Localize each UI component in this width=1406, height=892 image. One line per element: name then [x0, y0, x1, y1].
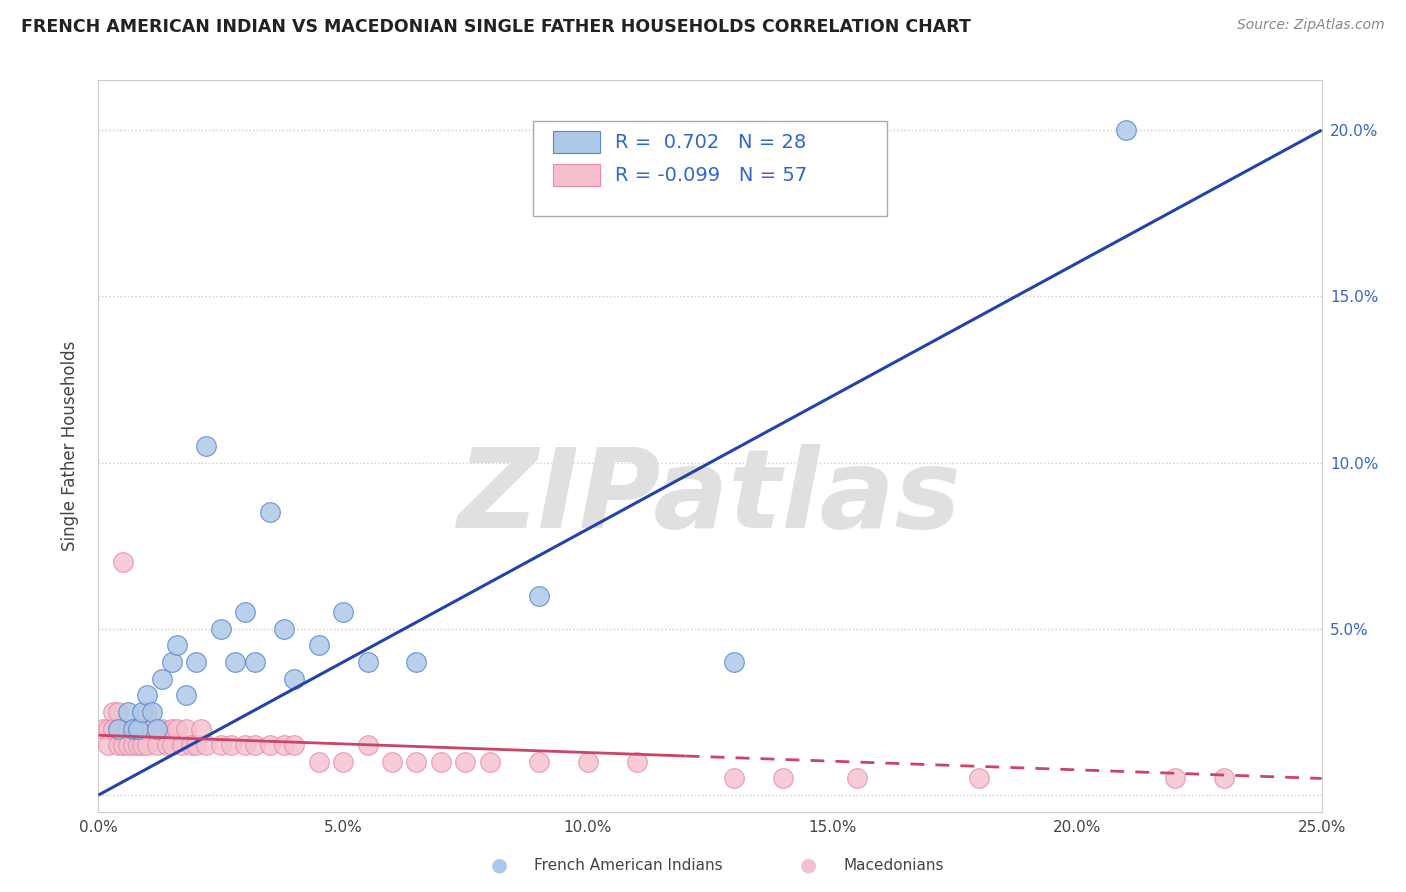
Point [186, 655, 208, 669]
Point [259, 506, 281, 520]
Point [224, 655, 246, 669]
Point [283, 672, 305, 686]
Y-axis label: Single Father Households: Single Father Households [60, 341, 79, 551]
Point [111, 738, 134, 752]
Point [111, 555, 134, 569]
Point [233, 738, 256, 752]
Point [146, 738, 169, 752]
Text: French American Indians: French American Indians [534, 858, 723, 872]
Point [219, 738, 242, 752]
Point [308, 755, 330, 769]
Point [405, 655, 427, 669]
Point [180, 738, 202, 752]
Point [626, 755, 648, 769]
Point [107, 722, 129, 736]
Point [845, 772, 868, 786]
Point [176, 689, 198, 703]
Point [160, 738, 183, 752]
Point [91, 722, 114, 736]
Point [273, 622, 295, 636]
Point [131, 705, 153, 719]
Point [131, 738, 153, 752]
Point [117, 738, 139, 752]
Point [308, 639, 330, 653]
Point [186, 738, 208, 752]
Point [527, 755, 550, 769]
Point [243, 738, 266, 752]
Text: ●: ● [491, 855, 508, 875]
Point [233, 605, 256, 619]
Point [478, 755, 501, 769]
Point [332, 605, 354, 619]
Point [527, 589, 550, 603]
Point [195, 439, 218, 453]
FancyBboxPatch shape [533, 120, 887, 216]
Point [405, 755, 427, 769]
Point [190, 722, 212, 736]
Point [101, 705, 124, 719]
Point [1212, 772, 1234, 786]
Point [97, 738, 120, 752]
Point [430, 755, 453, 769]
Point [195, 738, 218, 752]
Point [117, 705, 139, 719]
Point [127, 738, 149, 752]
Text: Macedonians: Macedonians [844, 858, 943, 872]
Point [160, 655, 183, 669]
Point [107, 705, 129, 719]
Point [723, 655, 745, 669]
Point [101, 722, 124, 736]
Point [381, 755, 404, 769]
Point [332, 755, 354, 769]
Point [283, 738, 305, 752]
Point [454, 755, 477, 769]
Point [576, 755, 599, 769]
Point [967, 772, 990, 786]
Point [127, 722, 149, 736]
Text: ●: ● [800, 855, 817, 875]
Point [121, 738, 143, 752]
Text: ZIPatlas: ZIPatlas [458, 443, 962, 550]
Point [121, 722, 143, 736]
Point [723, 772, 745, 786]
Point [117, 722, 139, 736]
Point [209, 738, 232, 752]
Point [121, 722, 143, 736]
Text: R = -0.099   N = 57: R = -0.099 N = 57 [614, 166, 807, 185]
Point [136, 705, 159, 719]
Point [150, 672, 173, 686]
Point [273, 738, 295, 752]
Point [259, 738, 281, 752]
Point [141, 705, 163, 719]
Point [166, 639, 188, 653]
Point [170, 738, 193, 752]
Point [127, 722, 149, 736]
Point [146, 722, 169, 736]
Point [131, 722, 153, 736]
Point [156, 738, 179, 752]
Point [356, 655, 378, 669]
Point [166, 722, 188, 736]
Point [111, 722, 134, 736]
Point [97, 722, 120, 736]
Text: R =  0.702   N = 28: R = 0.702 N = 28 [614, 133, 806, 152]
Point [772, 772, 794, 786]
Point [243, 655, 266, 669]
Point [1115, 123, 1137, 137]
Text: FRENCH AMERICAN INDIAN VS MACEDONIAN SINGLE FATHER HOUSEHOLDS CORRELATION CHART: FRENCH AMERICAN INDIAN VS MACEDONIAN SIN… [21, 18, 972, 36]
Point [356, 738, 378, 752]
Point [150, 722, 173, 736]
Bar [554, 164, 600, 186]
Point [1164, 772, 1187, 786]
Point [209, 622, 232, 636]
Text: Source: ZipAtlas.com: Source: ZipAtlas.com [1237, 18, 1385, 32]
Point [160, 722, 183, 736]
Point [107, 738, 129, 752]
Bar [554, 131, 600, 153]
Point [176, 722, 198, 736]
Point [136, 738, 159, 752]
Point [141, 722, 163, 736]
Point [136, 689, 159, 703]
